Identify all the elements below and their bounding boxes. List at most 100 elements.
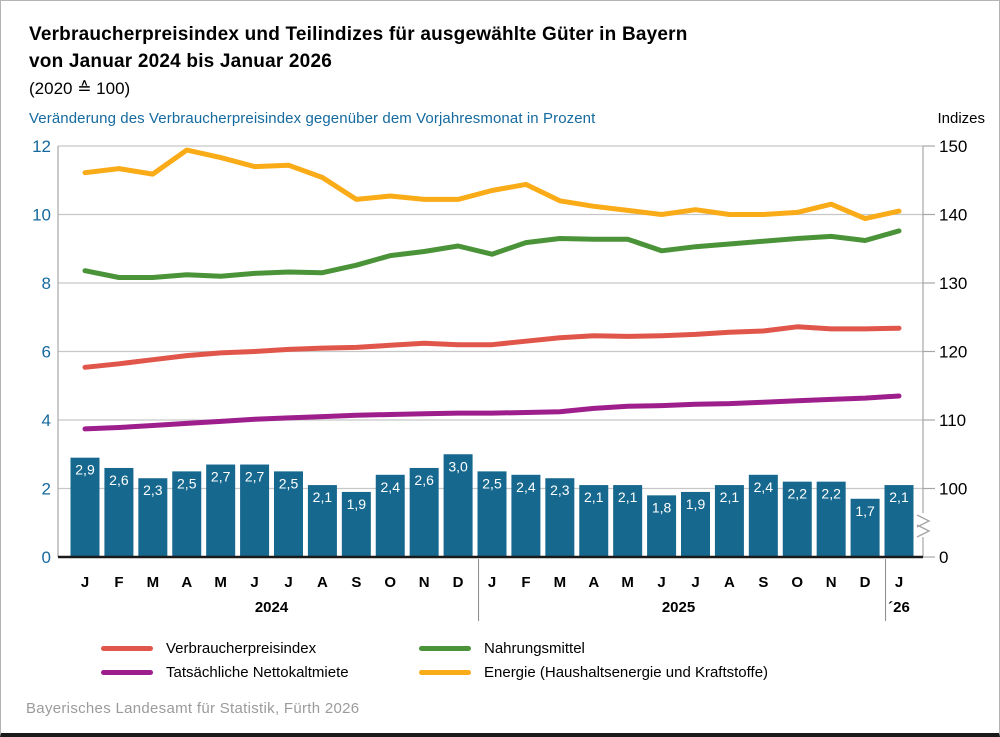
bar-value-label: 2,1 (584, 489, 604, 505)
legend-item-nettokaltmiete: Tatsächliche Nettokaltmiete (101, 663, 349, 681)
inflation-bar (307, 485, 337, 557)
inflation-bar (714, 485, 744, 557)
month-label: F (521, 574, 530, 591)
inflation-bar (341, 491, 371, 557)
month-label: A (588, 574, 599, 591)
right-axis-tick-label: 140 (939, 206, 967, 225)
bar-value-label: 2,1 (313, 489, 333, 505)
month-label: J (81, 574, 89, 591)
axis-break-icon (916, 514, 931, 528)
year-label: ´26 (888, 599, 910, 616)
bar-value-label: 1,9 (686, 496, 706, 512)
line-energie-haushaltsenergie-und-kraftstoffe (82, 147, 902, 222)
year-label: 2025 (662, 599, 695, 616)
inflation-bar (511, 474, 541, 557)
bar-value-label: 2,5 (177, 475, 197, 491)
month-label: A (317, 574, 328, 591)
month-label: A (181, 574, 192, 591)
inflation-bar (240, 464, 270, 557)
month-label: M (214, 574, 227, 591)
inflation-bar (850, 498, 880, 557)
inflation-bar (206, 464, 236, 557)
title-base-year: (2020 ≙ 100) (29, 79, 131, 98)
source-note: Bayerisches Landesamt für Statistik, Für… (26, 700, 360, 717)
bar-value-label: 2,4 (516, 479, 536, 495)
inflation-bar (274, 471, 303, 557)
bar-value-label: 2,5 (482, 475, 502, 491)
legend-item-verbraucherpreisindex: Verbraucherpreisindex (101, 639, 317, 657)
month-label: O (384, 574, 396, 591)
legend-label-verbraucherpreisindex: Verbraucherpreisindex (166, 639, 317, 657)
legend-swatch-verbraucherpreisindex (101, 645, 153, 651)
left-axis-tick-label: 12 (32, 137, 51, 156)
legend-label-nettokaltmiete: Tatsächliche Nettokaltmiete (166, 663, 349, 681)
bar-value-label: 2,4 (381, 479, 401, 495)
month-label: S (758, 574, 768, 591)
bar-value-label: 2,3 (550, 482, 570, 498)
bar-value-label: 2,5 (279, 475, 299, 491)
inflation-bar (172, 471, 202, 557)
right-axis-tick-label: 150 (939, 137, 967, 156)
right-axis-tick-label: 0 (939, 548, 948, 567)
legend-swatch-nahrungsmittel (419, 645, 471, 651)
title-line-1: Verbraucherpreisindex und Teilindizes fü… (29, 24, 688, 45)
inflation-bar (579, 485, 609, 557)
inflation-bar (545, 478, 575, 557)
inflation-bar (477, 471, 507, 557)
month-label: J (895, 574, 903, 591)
legend-label-energie: Energie (Haushaltsenergie und Kraftstoff… (484, 663, 769, 681)
month-label: S (351, 574, 361, 591)
inflation-bar (443, 454, 473, 557)
year-label: 2024 (255, 599, 289, 616)
month-label: N (419, 574, 430, 591)
month-label: J (657, 574, 665, 591)
inflation-bar (681, 491, 710, 557)
bar-value-label: 2,7 (245, 469, 265, 485)
month-label: J (250, 574, 258, 591)
line-verbraucherpreisindex (82, 324, 902, 370)
month-label: J (691, 574, 699, 591)
right-axis-tick-label: 120 (939, 343, 967, 362)
inflation-bar (104, 467, 134, 557)
line-nahrungsmittel (82, 228, 902, 280)
month-label: D (860, 574, 871, 591)
bar-value-label: 2,9 (75, 462, 95, 478)
left-axis-tick-label: 0 (42, 548, 51, 567)
legend-swatch-energie (419, 669, 471, 675)
bar-value-label: 2,2 (821, 486, 841, 502)
bar-value-label: 2,1 (618, 489, 638, 505)
legend-swatch-nettokaltmiete (101, 669, 153, 675)
inflation-bar (70, 457, 100, 557)
bar-value-label: 2,4 (754, 479, 774, 495)
left-axis-tick-label: 2 (42, 480, 51, 499)
inflation-bar (782, 481, 812, 557)
inflation-bar (884, 485, 914, 557)
left-axis-tick-label: 6 (42, 343, 51, 362)
left-axis-tick-label: 10 (32, 206, 51, 225)
month-label: N (826, 574, 837, 591)
right-axis-caption: Indizes (937, 110, 985, 127)
month-label: M (554, 574, 567, 591)
bar-value-label: 2,3 (143, 482, 163, 498)
month-label: O (791, 574, 803, 591)
legend-item-nahrungsmittel: Nahrungsmittel (419, 639, 585, 657)
bar-value-label: 2,7 (211, 469, 231, 485)
bar-value-label: 2,2 (788, 486, 808, 502)
legend-label-nahrungsmittel: Nahrungsmittel (484, 639, 585, 657)
inflation-bar (647, 495, 677, 557)
month-label: M (147, 574, 160, 591)
month-label: A (724, 574, 735, 591)
legend-item-energie: Energie (Haushaltsenergie und Kraftstoff… (419, 663, 769, 681)
bar-value-label: 2,1 (720, 489, 740, 505)
right-axis-tick-label: 100 (939, 480, 967, 499)
right-axis-tick-label: 130 (939, 274, 967, 293)
bar-value-label: 2,6 (414, 472, 434, 488)
page-title: Verbraucherpreisindex und Teilindizes fü… (29, 21, 688, 75)
month-label: J (284, 574, 292, 591)
axis-break-icon (916, 524, 931, 538)
title-line-2: von Januar 2024 bis Januar 2026 (29, 51, 332, 72)
inflation-bar (816, 481, 846, 557)
left-axis-tick-label: 4 (42, 411, 51, 430)
right-axis-tick-label: 110 (939, 411, 966, 430)
